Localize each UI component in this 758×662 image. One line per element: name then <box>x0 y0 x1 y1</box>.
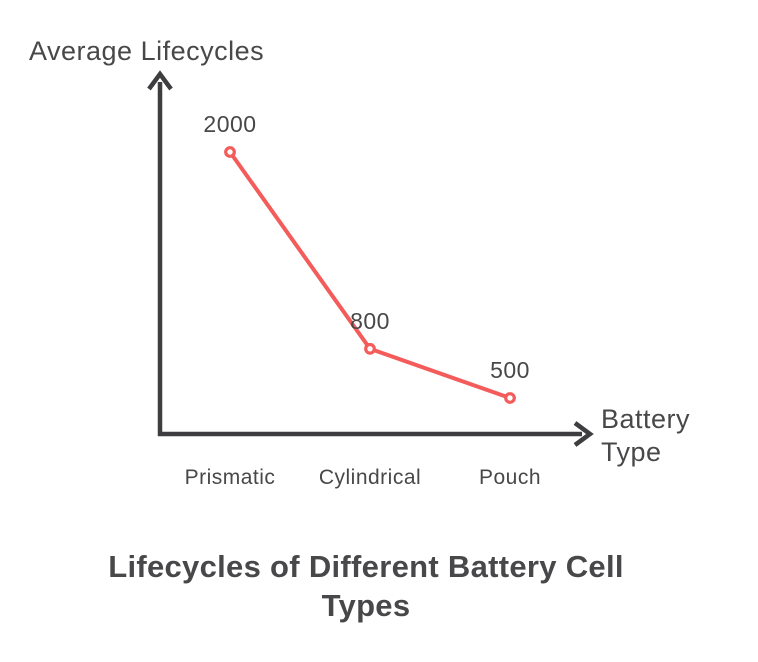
x-axis-title: Battery Type <box>601 404 691 467</box>
x-axis-arrow-icon <box>573 421 594 447</box>
category-label-2: Pouch <box>478 466 542 489</box>
value-label-1: 800 <box>350 308 390 334</box>
data-point-2 <box>504 392 516 404</box>
series-line <box>228 150 512 400</box>
category-label-1: Cylindrical <box>318 466 422 489</box>
y-axis-title: Average Lifecycles <box>29 36 265 66</box>
value-label-0: 2000 <box>203 111 256 137</box>
data-point-1 <box>364 342 376 355</box>
category-label-0: Prismatic <box>184 466 276 489</box>
y-axis-arrow-icon <box>147 70 173 91</box>
chart-title: Lifecycles of Different Battery Cell Typ… <box>108 549 624 623</box>
data-point-0 <box>224 146 236 158</box>
chart-plot: 2000 800 500 <box>147 70 594 447</box>
value-label-2: 500 <box>490 357 530 383</box>
